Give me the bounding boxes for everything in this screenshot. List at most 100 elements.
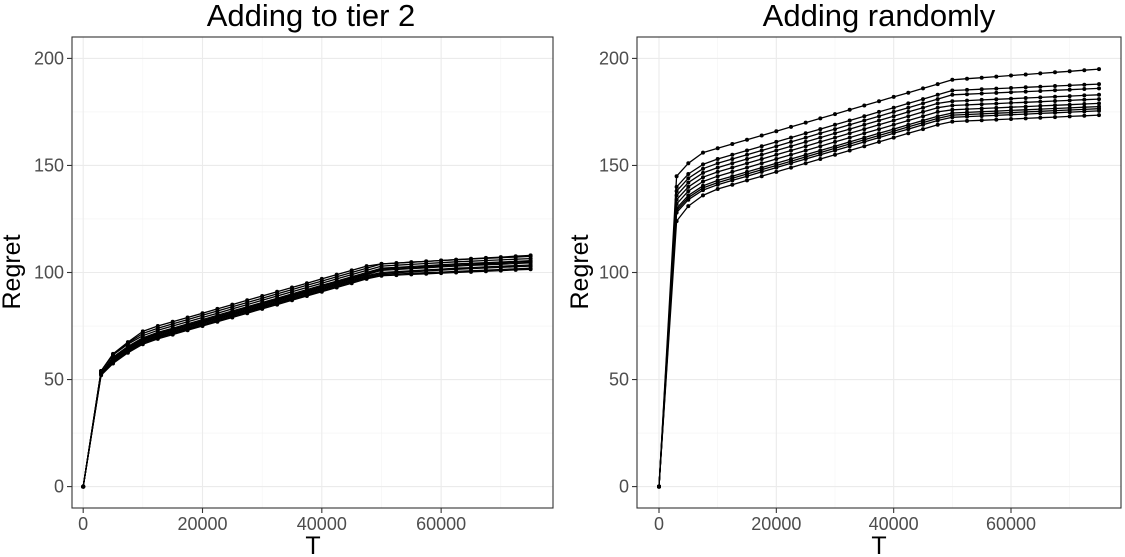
data-point — [950, 103, 955, 108]
data-point — [979, 75, 984, 80]
data-point — [965, 87, 969, 92]
x-tick-label: 60000 — [986, 514, 1036, 534]
data-point — [818, 116, 823, 121]
data-point — [935, 105, 940, 110]
data-point — [979, 114, 984, 118]
data-point — [906, 127, 911, 132]
data-point — [701, 170, 705, 175]
data-point — [1082, 97, 1087, 102]
data-point — [950, 107, 955, 112]
data-point — [847, 144, 852, 149]
x-tick-label: 40000 — [297, 514, 347, 534]
data-point — [686, 204, 691, 209]
data-point — [1038, 95, 1043, 100]
data-point — [833, 131, 837, 136]
data-point — [1082, 87, 1087, 91]
chart-title: Adding to tier 2 — [207, 0, 416, 33]
data-point — [245, 311, 250, 316]
data-point — [847, 131, 852, 136]
series-1 — [657, 67, 1101, 489]
data-point — [979, 106, 984, 111]
x-tick-label: 0 — [654, 514, 664, 534]
data-point — [891, 131, 896, 136]
data-point — [965, 92, 969, 97]
data-point — [730, 157, 735, 161]
data-point — [921, 105, 925, 110]
data-point — [349, 281, 354, 286]
data-point — [935, 118, 940, 123]
data-point — [862, 118, 867, 123]
data-point — [877, 139, 881, 144]
data-point — [935, 109, 940, 114]
series-10 — [657, 113, 1101, 489]
data-point — [674, 189, 679, 194]
data-point — [701, 175, 705, 180]
chart-title: Adding randomly — [763, 0, 996, 33]
data-point — [950, 77, 955, 82]
y-tick-label: 150 — [599, 155, 629, 175]
series-2 — [657, 82, 1101, 489]
data-point — [1038, 111, 1043, 116]
data-point — [394, 273, 399, 278]
data-point — [891, 135, 896, 140]
data-point — [759, 169, 764, 174]
data-point — [674, 197, 679, 202]
data-point — [803, 135, 808, 140]
data-point — [803, 120, 808, 125]
data-point — [862, 114, 867, 119]
data-point — [803, 161, 808, 166]
data-point — [1097, 97, 1101, 102]
data-point — [994, 101, 999, 106]
data-point — [674, 174, 679, 179]
data-point — [439, 271, 444, 276]
data-point — [994, 74, 999, 79]
data-point — [994, 97, 999, 102]
data-point — [789, 161, 793, 166]
data-point — [774, 148, 779, 153]
data-point — [759, 161, 764, 166]
data-point — [833, 139, 837, 144]
data-point — [1082, 109, 1087, 114]
data-point — [1009, 90, 1013, 95]
data-point — [730, 161, 735, 166]
data-point — [1097, 67, 1101, 72]
data-point — [877, 109, 881, 114]
data-point — [1053, 88, 1057, 93]
data-point — [1038, 84, 1043, 89]
data-point — [921, 122, 925, 127]
data-point — [774, 144, 779, 149]
y-tick-label: 200 — [34, 48, 64, 68]
data-point — [424, 271, 429, 276]
data-point — [891, 94, 896, 99]
data-point — [745, 161, 749, 166]
data-point — [185, 328, 190, 333]
data-point — [979, 118, 984, 123]
data-point — [906, 101, 911, 106]
data-point — [1067, 94, 1072, 99]
data-point — [891, 118, 896, 123]
y-tick-label: 150 — [34, 155, 64, 175]
data-point — [379, 273, 384, 278]
data-point — [803, 148, 808, 153]
data-point — [1023, 85, 1028, 90]
data-point — [906, 109, 911, 114]
data-point — [774, 165, 779, 170]
data-point — [994, 117, 999, 122]
data-point — [1023, 72, 1028, 77]
data-point — [111, 361, 115, 366]
data-point — [701, 188, 705, 193]
data-point — [1023, 112, 1028, 117]
data-point — [1038, 89, 1043, 93]
data-point — [1053, 99, 1057, 103]
data-point — [745, 174, 749, 179]
data-point — [921, 86, 925, 91]
data-point — [774, 157, 779, 161]
data-point — [921, 97, 925, 102]
data-point — [1082, 102, 1087, 106]
data-point — [921, 101, 925, 106]
data-point — [906, 90, 911, 95]
data-point — [1082, 113, 1087, 118]
data-point — [862, 144, 867, 149]
data-point — [686, 161, 691, 166]
